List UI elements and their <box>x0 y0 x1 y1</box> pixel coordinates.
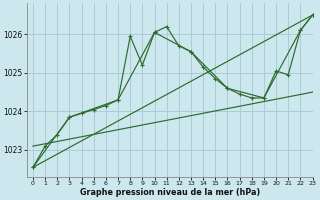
X-axis label: Graphe pression niveau de la mer (hPa): Graphe pression niveau de la mer (hPa) <box>80 188 260 197</box>
